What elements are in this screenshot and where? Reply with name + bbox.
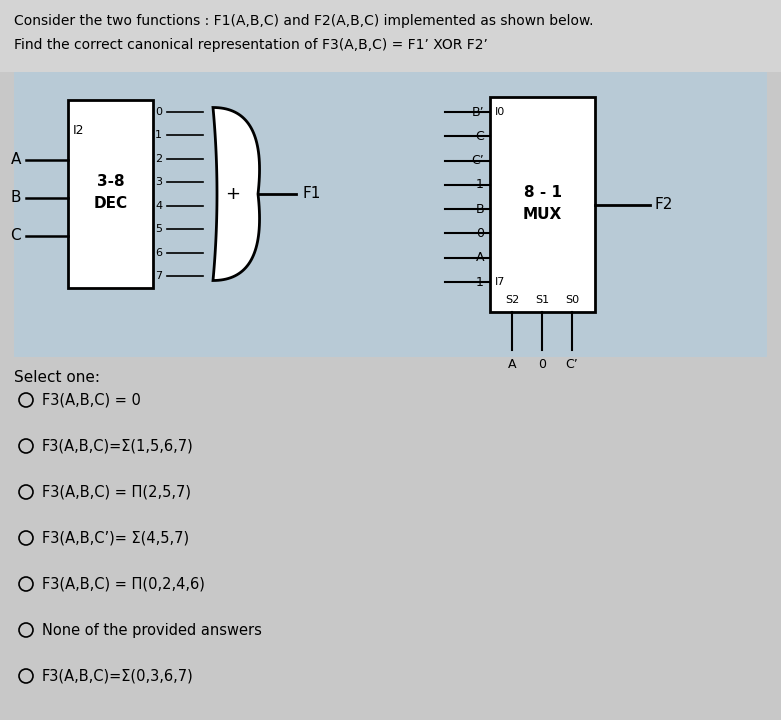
Text: A: A bbox=[11, 153, 21, 168]
Text: 0: 0 bbox=[155, 107, 162, 117]
Text: F3(A,B,C) = 0: F3(A,B,C) = 0 bbox=[42, 392, 141, 408]
Text: B: B bbox=[10, 191, 21, 205]
Text: S2: S2 bbox=[505, 295, 519, 305]
Text: 3: 3 bbox=[155, 177, 162, 187]
Text: S1: S1 bbox=[535, 295, 549, 305]
Text: 0: 0 bbox=[476, 227, 484, 240]
Bar bbox=[0, 357, 781, 720]
Text: None of the provided answers: None of the provided answers bbox=[42, 623, 262, 637]
Text: 8 - 1: 8 - 1 bbox=[523, 185, 562, 200]
Text: MUX: MUX bbox=[522, 207, 562, 222]
Text: +: + bbox=[225, 185, 240, 203]
Bar bbox=[14, 72, 767, 357]
Text: A: A bbox=[508, 358, 516, 371]
Text: F2: F2 bbox=[655, 197, 673, 212]
Text: B’: B’ bbox=[472, 106, 484, 119]
Text: 6: 6 bbox=[155, 248, 162, 258]
Text: A: A bbox=[476, 251, 484, 264]
Bar bbox=[0, 0, 781, 72]
Bar bbox=[490, 97, 595, 312]
Text: DEC: DEC bbox=[94, 197, 127, 212]
Text: 7: 7 bbox=[155, 271, 162, 281]
Text: F1: F1 bbox=[302, 186, 320, 202]
Text: 5: 5 bbox=[155, 224, 162, 234]
Text: C: C bbox=[476, 130, 484, 143]
Text: C’: C’ bbox=[471, 154, 484, 167]
Text: I2: I2 bbox=[73, 124, 84, 137]
Text: I7: I7 bbox=[495, 277, 505, 287]
Text: 1: 1 bbox=[476, 179, 484, 192]
Text: Consider the two functions : F1(A,B,C) and F2(A,B,C) implemented as shown below.: Consider the two functions : F1(A,B,C) a… bbox=[14, 14, 594, 28]
Bar bbox=[68, 100, 153, 288]
Text: 3-8: 3-8 bbox=[97, 174, 124, 189]
Text: B: B bbox=[476, 202, 484, 216]
Text: F3(A,B,C)=Σ(1,5,6,7): F3(A,B,C)=Σ(1,5,6,7) bbox=[42, 438, 194, 454]
Text: 1: 1 bbox=[155, 130, 162, 140]
Text: Select one:: Select one: bbox=[14, 370, 100, 385]
Text: 2: 2 bbox=[155, 154, 162, 164]
Text: C’: C’ bbox=[565, 358, 579, 371]
Polygon shape bbox=[213, 107, 259, 281]
Text: I0: I0 bbox=[495, 107, 505, 117]
Text: 0: 0 bbox=[538, 358, 546, 371]
Text: F3(A,B,C) = Π(2,5,7): F3(A,B,C) = Π(2,5,7) bbox=[42, 485, 191, 500]
Text: F3(A,B,C)=Σ(0,3,6,7): F3(A,B,C)=Σ(0,3,6,7) bbox=[42, 668, 194, 683]
Text: F3(A,B,C’)= Σ(4,5,7): F3(A,B,C’)= Σ(4,5,7) bbox=[42, 531, 189, 546]
Text: S0: S0 bbox=[565, 295, 579, 305]
Text: Find the correct canonical representation of F3(A,B,C) = F1’ XOR F2’: Find the correct canonical representatio… bbox=[14, 38, 488, 52]
Text: 1: 1 bbox=[476, 276, 484, 289]
Text: 4: 4 bbox=[155, 201, 162, 211]
Text: C: C bbox=[10, 228, 21, 243]
Text: F3(A,B,C) = Π(0,2,4,6): F3(A,B,C) = Π(0,2,4,6) bbox=[42, 577, 205, 592]
